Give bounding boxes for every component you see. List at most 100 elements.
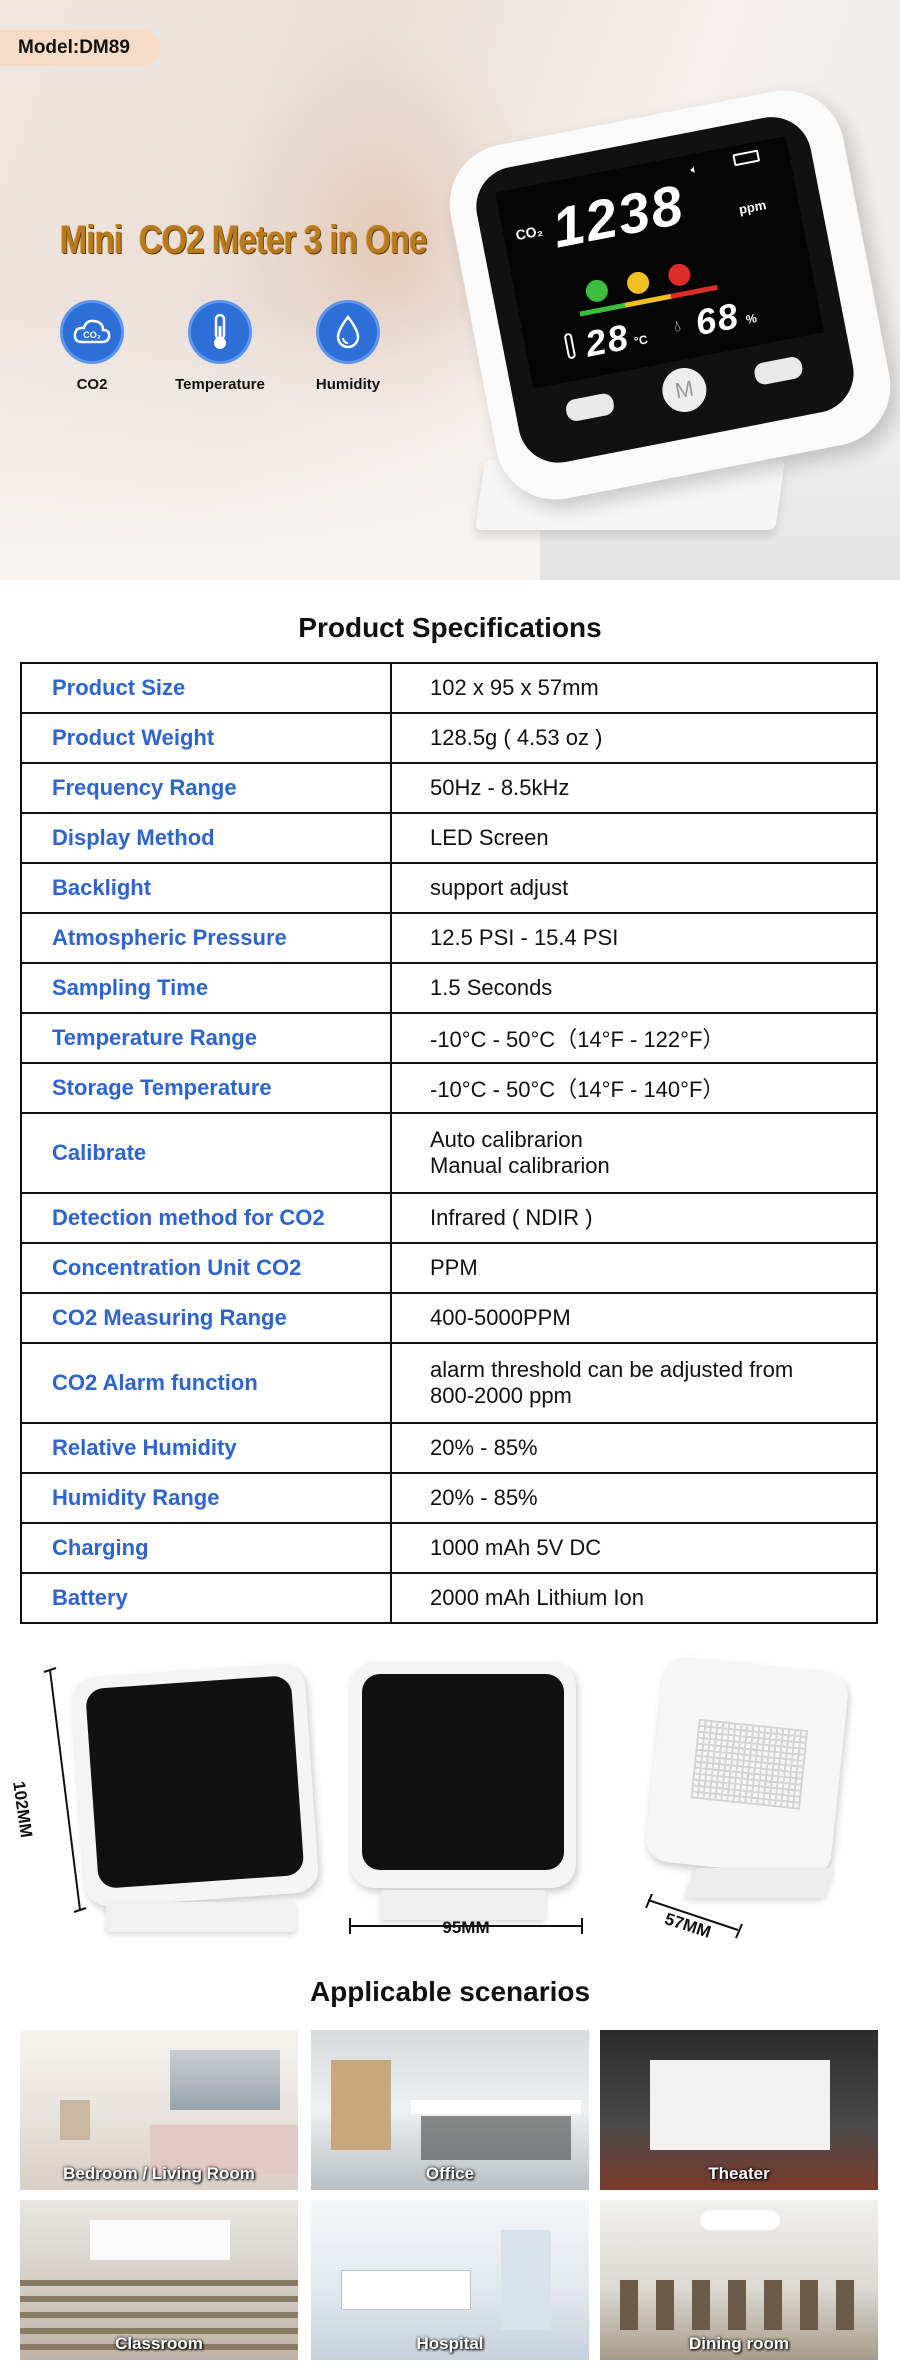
spec-value-line: Auto calibrarion bbox=[430, 1127, 583, 1152]
feature-temperature: Temperature bbox=[170, 300, 270, 393]
smile-red-icon bbox=[666, 261, 693, 288]
svg-text:CO₂: CO₂ bbox=[83, 330, 101, 340]
spec-value: 1000 mAh 5V DC bbox=[390, 1522, 878, 1574]
depth-dimension-line bbox=[645, 1894, 743, 1939]
spec-row: Concentration Unit CO2 PPM bbox=[20, 1242, 878, 1294]
spec-value: PPM bbox=[390, 1242, 878, 1294]
spec-row: Temperature Range -10°C - 50°C（14°F - 122… bbox=[20, 1012, 878, 1064]
spec-row: Storage Temperature -10°C - 50°C（14°F - 1… bbox=[20, 1062, 878, 1114]
spec-row: Product Weight 128.5g ( 4.53 oz ) bbox=[20, 712, 878, 764]
temperature-unit: °C bbox=[632, 332, 649, 349]
spec-key: Concentration Unit CO2 bbox=[20, 1242, 392, 1294]
thermometer-icon bbox=[563, 332, 577, 360]
device-screen: CO₂ 1238 ppm 🔈︎ 28 °C 💧︎ 68 % bbox=[469, 110, 861, 470]
bed bbox=[150, 2125, 298, 2175]
reception-desk bbox=[341, 2270, 471, 2310]
spec-row: Frequency Range 50Hz - 8.5kHz bbox=[20, 762, 878, 814]
speaker-icon: 🔈︎ bbox=[689, 161, 699, 177]
feature-co2: CO₂ CO2 bbox=[42, 300, 142, 393]
speaker-grill bbox=[690, 1718, 809, 1810]
scenario-label: Classroom bbox=[115, 2334, 203, 2353]
scenario-dining-room: Dining room bbox=[600, 2200, 878, 2360]
chairs bbox=[620, 2280, 860, 2330]
desks bbox=[20, 2280, 298, 2350]
spec-row: Charging 1000 mAh 5V DC bbox=[20, 1522, 878, 1574]
device-image: CO₂ 1238 ppm 🔈︎ 28 °C 💧︎ 68 % bbox=[439, 80, 900, 510]
spec-row: Product Size 102 x 95 x 57mm bbox=[20, 662, 878, 714]
spec-key: Storage Temperature bbox=[20, 1062, 392, 1114]
smile-green-icon bbox=[583, 277, 610, 304]
spec-row: Backlight support adjust bbox=[20, 862, 878, 914]
device-front-angled bbox=[70, 1662, 320, 1908]
device-stand bbox=[106, 1902, 296, 1932]
scenario-label: Office bbox=[425, 2164, 475, 2183]
scenario-label: Dining room bbox=[688, 2334, 790, 2353]
co2-icon: CO₂ bbox=[60, 300, 124, 364]
spec-value: LED Screen bbox=[390, 812, 878, 864]
spec-key: Battery bbox=[20, 1572, 392, 1624]
spec-row: Sampling Time 1.5 Seconds bbox=[20, 962, 878, 1014]
left-arrow-button bbox=[564, 391, 616, 423]
spec-key: Sampling Time bbox=[20, 962, 392, 1014]
droplet-icon bbox=[316, 300, 380, 364]
spec-row: Relative Humidity 20% - 85% bbox=[20, 1422, 878, 1474]
feature-label: CO2 bbox=[76, 376, 108, 393]
spec-value: 12.5 PSI - 15.4 PSI bbox=[390, 912, 878, 964]
thermometer-icon bbox=[188, 300, 252, 364]
spec-key: CO2 Alarm function bbox=[20, 1342, 392, 1424]
smile-yellow-icon bbox=[625, 269, 651, 296]
spec-row: Humidity Range 20% - 85% bbox=[20, 1472, 878, 1524]
co2-unit: ppm bbox=[737, 197, 768, 218]
spec-key: CO2 Measuring Range bbox=[20, 1292, 392, 1344]
scenario-label: Hospital bbox=[416, 2334, 484, 2353]
spec-row: Detection method for CO2 Infrared ( NDIR … bbox=[20, 1192, 878, 1244]
device-front bbox=[350, 1662, 576, 1888]
device-screen bbox=[85, 1675, 305, 1889]
spec-row: Calibrate Auto calibrarion Manual calibrar… bbox=[20, 1112, 878, 1194]
spec-value-line: Manual calibrarion bbox=[430, 1153, 610, 1178]
spec-value: 1.5 Seconds bbox=[390, 962, 878, 1014]
spec-key: Charging bbox=[20, 1522, 392, 1574]
spec-row: Display Method LED Screen bbox=[20, 812, 878, 864]
spec-key: Calibrate bbox=[20, 1112, 392, 1194]
scenario-bedroom: Bedroom / Living Room bbox=[20, 2030, 298, 2190]
spec-value-line: alarm threshold can be adjusted from bbox=[430, 1357, 794, 1382]
battery-icon bbox=[732, 149, 761, 167]
spec-title: Product Specifications bbox=[298, 612, 602, 643]
spec-key: Product Weight bbox=[20, 712, 392, 764]
temperature-reading: 28 bbox=[581, 315, 634, 365]
whiteboard bbox=[90, 2220, 230, 2260]
spec-key: Backlight bbox=[20, 862, 392, 914]
right-arrow-button bbox=[752, 355, 805, 387]
scenario-office: Office bbox=[311, 2030, 589, 2190]
spec-value: 400-5000PPM bbox=[390, 1292, 878, 1344]
spec-value: support adjust bbox=[390, 862, 878, 914]
spec-key: Detection method for CO2 bbox=[20, 1192, 392, 1244]
scenario-hospital: Hospital bbox=[311, 2200, 589, 2360]
pillar bbox=[501, 2230, 551, 2330]
spec-key: Humidity Range bbox=[20, 1472, 392, 1524]
feature-label: Temperature bbox=[175, 376, 265, 393]
spec-value: -10°C - 50°C（14°F - 122°F） bbox=[390, 1012, 878, 1064]
spec-value: 20% - 85% bbox=[390, 1422, 878, 1474]
feature-label: Humidity bbox=[315, 376, 381, 393]
spec-value: 128.5g ( 4.53 oz ) bbox=[390, 712, 878, 764]
spec-key: Relative Humidity bbox=[20, 1422, 392, 1474]
spec-value: 102 x 95 x 57mm bbox=[390, 662, 878, 714]
humidity-reading: 68 bbox=[691, 294, 743, 344]
spec-value: 50Hz - 8.5kHz bbox=[390, 762, 878, 814]
chairs bbox=[421, 2116, 571, 2160]
spec-row: Battery 2000 mAh Lithium Ion bbox=[20, 1572, 878, 1624]
ceiling-light bbox=[700, 2210, 780, 2230]
spec-value: 2000 mAh Lithium Ion bbox=[390, 1572, 878, 1624]
device-stand bbox=[380, 1890, 546, 1920]
spec-value: Auto calibrarion Manual calibrarion bbox=[390, 1112, 878, 1194]
humidity-unit: % bbox=[744, 311, 758, 327]
projection-screen bbox=[650, 2060, 830, 2150]
chair bbox=[60, 2100, 90, 2140]
co2-reading: 1238 bbox=[547, 172, 690, 260]
droplet-icon: 💧︎ bbox=[672, 317, 683, 336]
spec-value: Infrared ( NDIR ) bbox=[390, 1192, 878, 1244]
spec-value: 20% - 85% bbox=[390, 1472, 878, 1524]
